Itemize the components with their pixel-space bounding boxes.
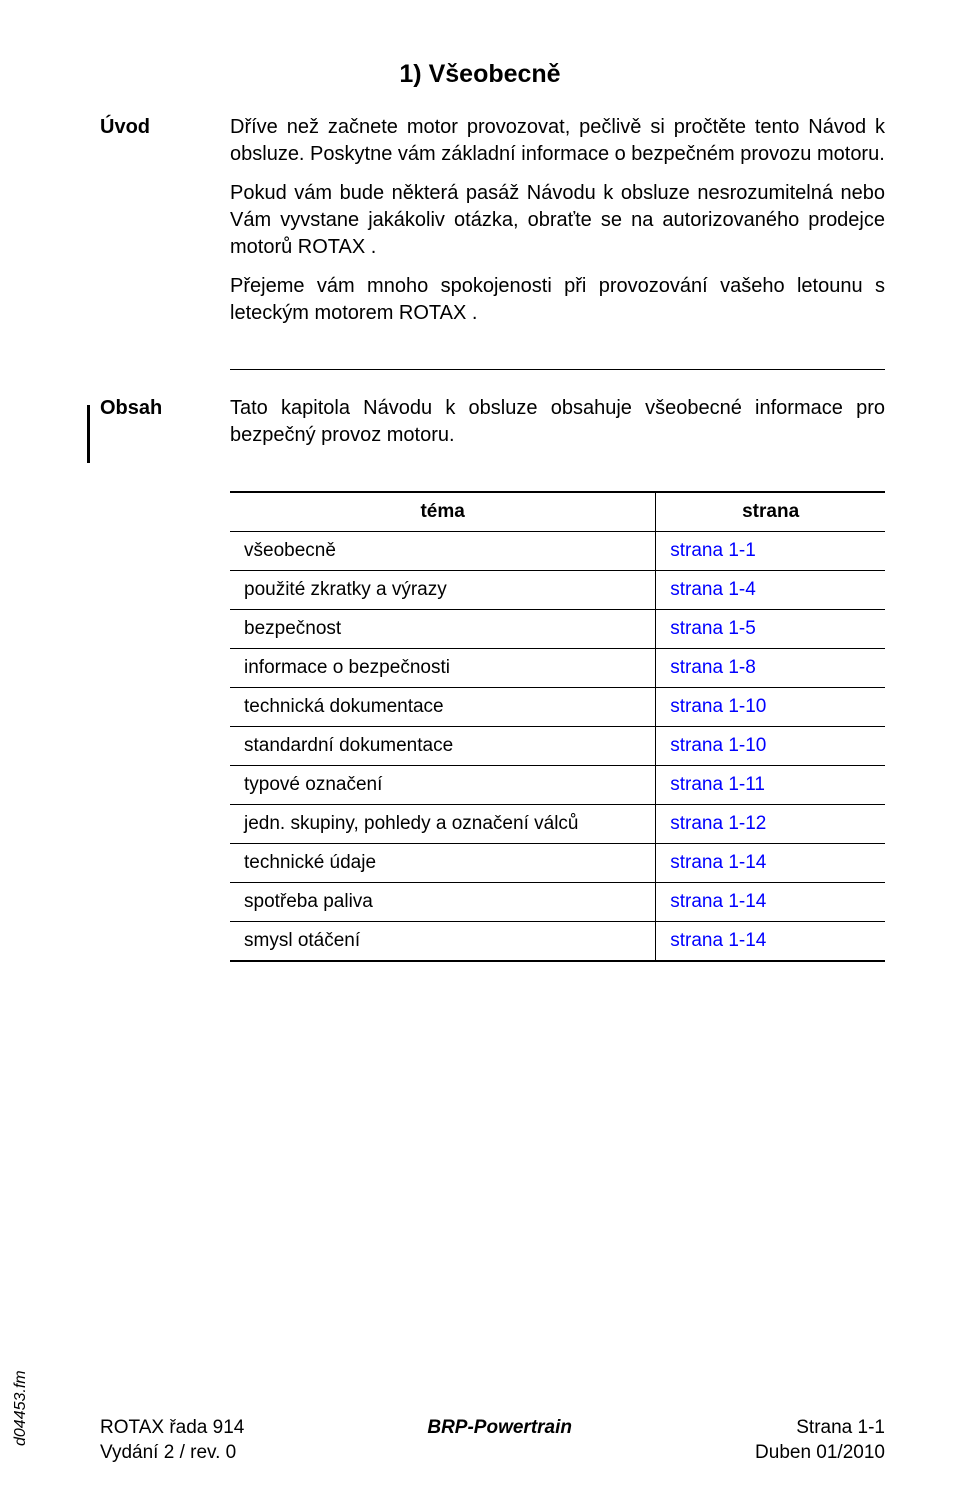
toc-table-container: téma strana všeobecně strana 1-1 použité… (230, 491, 885, 962)
table-row: standardní dokumentace strana 1-10 (230, 727, 885, 766)
topic-cell: typové označení (230, 766, 656, 805)
page-cell[interactable]: strana 1-5 (656, 610, 885, 649)
toc-table: téma strana všeobecně strana 1-1 použité… (230, 491, 885, 962)
table-header-row: téma strana (230, 492, 885, 532)
page-footer: ROTAX řada 914 Vydání 2 / rev. 0 BRP-Pow… (100, 1415, 885, 1466)
topic-cell: smysl otáčení (230, 922, 656, 962)
footer-right: Strana 1-1 Duben 01/2010 (755, 1415, 885, 1466)
uvod-para-2: Pokud vám bude některá pasáž Návodu k ob… (230, 180, 885, 261)
page-cell[interactable]: strana 1-14 (656, 922, 885, 962)
footer-right-line1: Strana 1-1 (755, 1415, 885, 1441)
table-row: jedn. skupiny, pohledy a označení válců … (230, 805, 885, 844)
table-row: bezpečnost strana 1-5 (230, 610, 885, 649)
topic-cell: technická dokumentace (230, 688, 656, 727)
obsah-label: Obsah (100, 395, 230, 461)
uvod-para-3: Přejeme vám mnoho spokojenosti při provo… (230, 273, 885, 327)
uvod-label: Úvod (100, 114, 230, 339)
table-row: informace o bezpečnosti strana 1-8 (230, 649, 885, 688)
topic-cell: technické údaje (230, 844, 656, 883)
topic-cell: jedn. skupiny, pohledy a označení válců (230, 805, 656, 844)
footer-left: ROTAX řada 914 Vydání 2 / rev. 0 (100, 1415, 244, 1466)
table-row: technická dokumentace strana 1-10 (230, 688, 885, 727)
header-topic: téma (230, 492, 656, 532)
topic-cell: spotřeba paliva (230, 883, 656, 922)
page-cell[interactable]: strana 1-12 (656, 805, 885, 844)
topic-cell: informace o bezpečnosti (230, 649, 656, 688)
footer-right-line2: Duben 01/2010 (755, 1440, 885, 1466)
header-page: strana (656, 492, 885, 532)
change-bar (87, 405, 90, 463)
page-cell[interactable]: strana 1-11 (656, 766, 885, 805)
topic-cell: bezpečnost (230, 610, 656, 649)
table-row: typové označení strana 1-11 (230, 766, 885, 805)
footer-center: BRP-Powertrain (427, 1415, 572, 1466)
footer-left-line1: ROTAX řada 914 (100, 1415, 244, 1441)
topic-cell: všeobecně (230, 532, 656, 571)
content-area: Úvod Dříve než začnete motor provozovat,… (100, 114, 885, 962)
topic-cell: standardní dokumentace (230, 727, 656, 766)
page-title: 1) Všeobecně (75, 60, 885, 89)
page-cell[interactable]: strana 1-10 (656, 727, 885, 766)
obsah-intro: Tato kapitola Návodu k obsluze obsahuje … (230, 395, 885, 449)
page-cell[interactable]: strana 1-14 (656, 883, 885, 922)
section-uvod: Úvod Dříve než začnete motor provozovat,… (100, 114, 885, 339)
page-cell[interactable]: strana 1-14 (656, 844, 885, 883)
table-row: použité zkratky a výrazy strana 1-4 (230, 571, 885, 610)
page-cell[interactable]: strana 1-10 (656, 688, 885, 727)
table-row: smysl otáčení strana 1-14 (230, 922, 885, 962)
separator-line (230, 369, 885, 370)
section-obsah: Obsah Tato kapitola Návodu k obsluze obs… (100, 395, 885, 461)
footer-left-line2: Vydání 2 / rev. 0 (100, 1440, 244, 1466)
table-row: spotřeba paliva strana 1-14 (230, 883, 885, 922)
page-cell[interactable]: strana 1-8 (656, 649, 885, 688)
page-cell[interactable]: strana 1-4 (656, 571, 885, 610)
topic-cell: použité zkratky a výrazy (230, 571, 656, 610)
uvod-para-1: Dříve než začnete motor provozovat, pečl… (230, 114, 885, 168)
page-cell[interactable]: strana 1-1 (656, 532, 885, 571)
table-row: všeobecně strana 1-1 (230, 532, 885, 571)
side-filename: d04453.fm (12, 1370, 30, 1446)
table-row: technické údaje strana 1-14 (230, 844, 885, 883)
obsah-text: Tato kapitola Návodu k obsluze obsahuje … (230, 395, 885, 461)
uvod-text: Dříve než začnete motor provozovat, pečl… (230, 114, 885, 339)
